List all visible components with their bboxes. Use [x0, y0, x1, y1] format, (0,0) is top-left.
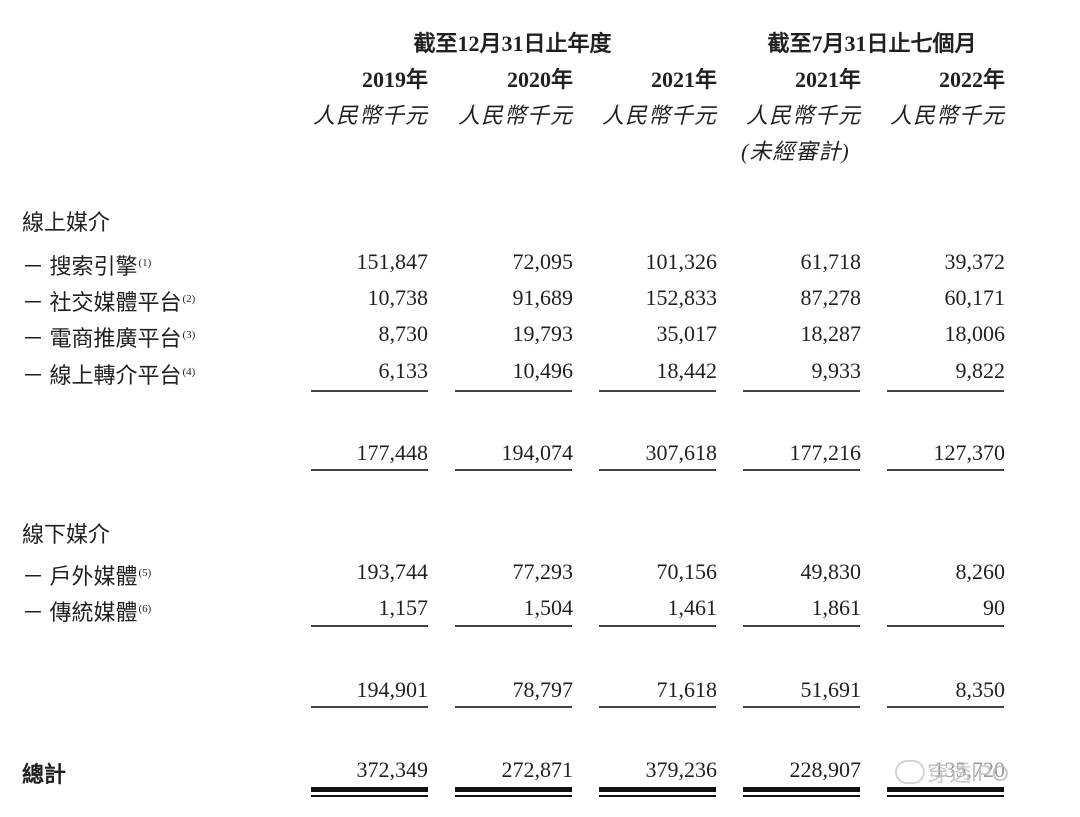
- row-label-social-media: － 社交媒體平台(2): [22, 290, 196, 315]
- divider: [311, 706, 428, 708]
- total-cell: 372,349: [356, 757, 429, 782]
- column-unit: 人民幣千元: [601, 103, 717, 128]
- divider: [887, 625, 1004, 627]
- cell: 60,171: [944, 285, 1006, 310]
- header-group-fiscal-year: 截至12月31日止年度: [413, 31, 612, 56]
- double-rule: [743, 787, 860, 792]
- double-rule: [743, 795, 860, 797]
- divider: [455, 390, 572, 392]
- divider: [455, 469, 572, 471]
- section-title-offline-media: 線下媒介: [22, 522, 111, 547]
- row-label-online-referral: － 線上轉介平台(4): [22, 363, 196, 388]
- double-rule: [455, 795, 572, 797]
- divider: [887, 706, 1004, 708]
- double-rule: [599, 787, 716, 792]
- divider: [455, 625, 572, 627]
- watermark: 穿透IPO: [895, 756, 1009, 788]
- row-label-search-engine: － 搜索引擎(1): [22, 254, 152, 279]
- cell: 77,293: [512, 559, 574, 584]
- cell: 19,793: [512, 321, 574, 346]
- total-label: 總計: [22, 762, 67, 787]
- cell: 101,326: [645, 249, 718, 274]
- divider: [887, 390, 1004, 392]
- column-year-2021-7m: 2021年: [794, 67, 861, 92]
- cell: 6,133: [378, 358, 429, 383]
- wechat-icon: [895, 760, 925, 784]
- column-unit: 人民幣千元: [457, 103, 573, 128]
- column-year-2022-7m: 2022年: [938, 67, 1005, 92]
- subtotal-cell: 177,216: [789, 440, 862, 465]
- total-cell: 272,871: [501, 757, 574, 782]
- subtotal-cell: 307,618: [645, 440, 718, 465]
- column-unit: 人民幣千元: [312, 103, 428, 128]
- column-year-2019: 2019年: [361, 67, 428, 92]
- divider: [743, 469, 860, 471]
- double-rule: [887, 787, 1004, 792]
- divider: [311, 390, 428, 392]
- column-unit: 人民幣千元: [889, 103, 1005, 128]
- double-rule: [311, 787, 428, 792]
- cell: 8,730: [378, 321, 429, 346]
- subtotal-cell: 194,074: [501, 440, 574, 465]
- subtotal-cell: 8,350: [955, 677, 1006, 702]
- cell: 35,017: [656, 321, 718, 346]
- double-rule: [455, 787, 572, 792]
- column-year-2020: 2020年: [506, 67, 573, 92]
- cell: 10,496: [512, 358, 574, 383]
- subtotal-cell: 194,901: [356, 677, 429, 702]
- row-label-traditional-media: － 傳統媒體(6): [22, 600, 152, 625]
- cell: 18,442: [656, 358, 718, 383]
- cell: 151,847: [356, 249, 429, 274]
- cell: 10,738: [367, 285, 429, 310]
- cell: 1,861: [811, 595, 862, 620]
- cell: 70,156: [656, 559, 718, 584]
- column-year-2021: 2021年: [650, 67, 717, 92]
- cell: 49,830: [800, 559, 862, 584]
- total-cell: 135,720: [933, 757, 1006, 782]
- cell: 91,689: [512, 285, 574, 310]
- row-label-outdoor-media: － 戶外媒體(5): [22, 564, 152, 589]
- cell: 1,461: [667, 595, 718, 620]
- divider: [599, 469, 716, 471]
- unaudited-note: (未經審計): [741, 139, 850, 164]
- divider: [599, 706, 716, 708]
- divider: [743, 390, 860, 392]
- cell: 9,933: [811, 358, 862, 383]
- subtotal-cell: 177,448: [356, 440, 429, 465]
- divider: [599, 390, 716, 392]
- divider: [455, 706, 572, 708]
- cell: 9,822: [955, 358, 1006, 383]
- header-group-seven-months: 截至7月31日止七個月: [767, 31, 977, 56]
- cell: 152,833: [645, 285, 718, 310]
- divider: [311, 625, 428, 627]
- total-cell: 379,236: [645, 757, 718, 782]
- double-rule: [599, 795, 716, 797]
- subtotal-cell: 71,618: [656, 677, 718, 702]
- cell: 8,260: [955, 559, 1006, 584]
- subtotal-cell: 127,370: [933, 440, 1006, 465]
- divider: [743, 625, 860, 627]
- double-rule: [887, 795, 1004, 797]
- total-cell: 228,907: [789, 757, 862, 782]
- double-rule: [311, 795, 428, 797]
- cell: 1,504: [523, 595, 574, 620]
- divider: [599, 625, 716, 627]
- cell: 1,157: [378, 595, 429, 620]
- cell: 87,278: [800, 285, 862, 310]
- subtotal-cell: 78,797: [512, 677, 574, 702]
- cell: 18,006: [944, 321, 1006, 346]
- divider: [887, 469, 1004, 471]
- section-title-online-media: 線上媒介: [22, 210, 111, 235]
- cell: 72,095: [512, 249, 574, 274]
- divider: [743, 706, 860, 708]
- cell: 18,287: [800, 321, 862, 346]
- cell: 193,744: [356, 559, 429, 584]
- cell: 39,372: [944, 249, 1006, 274]
- cell: 90: [983, 595, 1005, 620]
- row-label-ecommerce: － 電商推廣平台(3): [22, 326, 196, 351]
- cell: 61,718: [800, 249, 862, 274]
- subtotal-cell: 51,691: [800, 677, 862, 702]
- column-unit: 人民幣千元: [745, 103, 861, 128]
- divider: [311, 469, 428, 471]
